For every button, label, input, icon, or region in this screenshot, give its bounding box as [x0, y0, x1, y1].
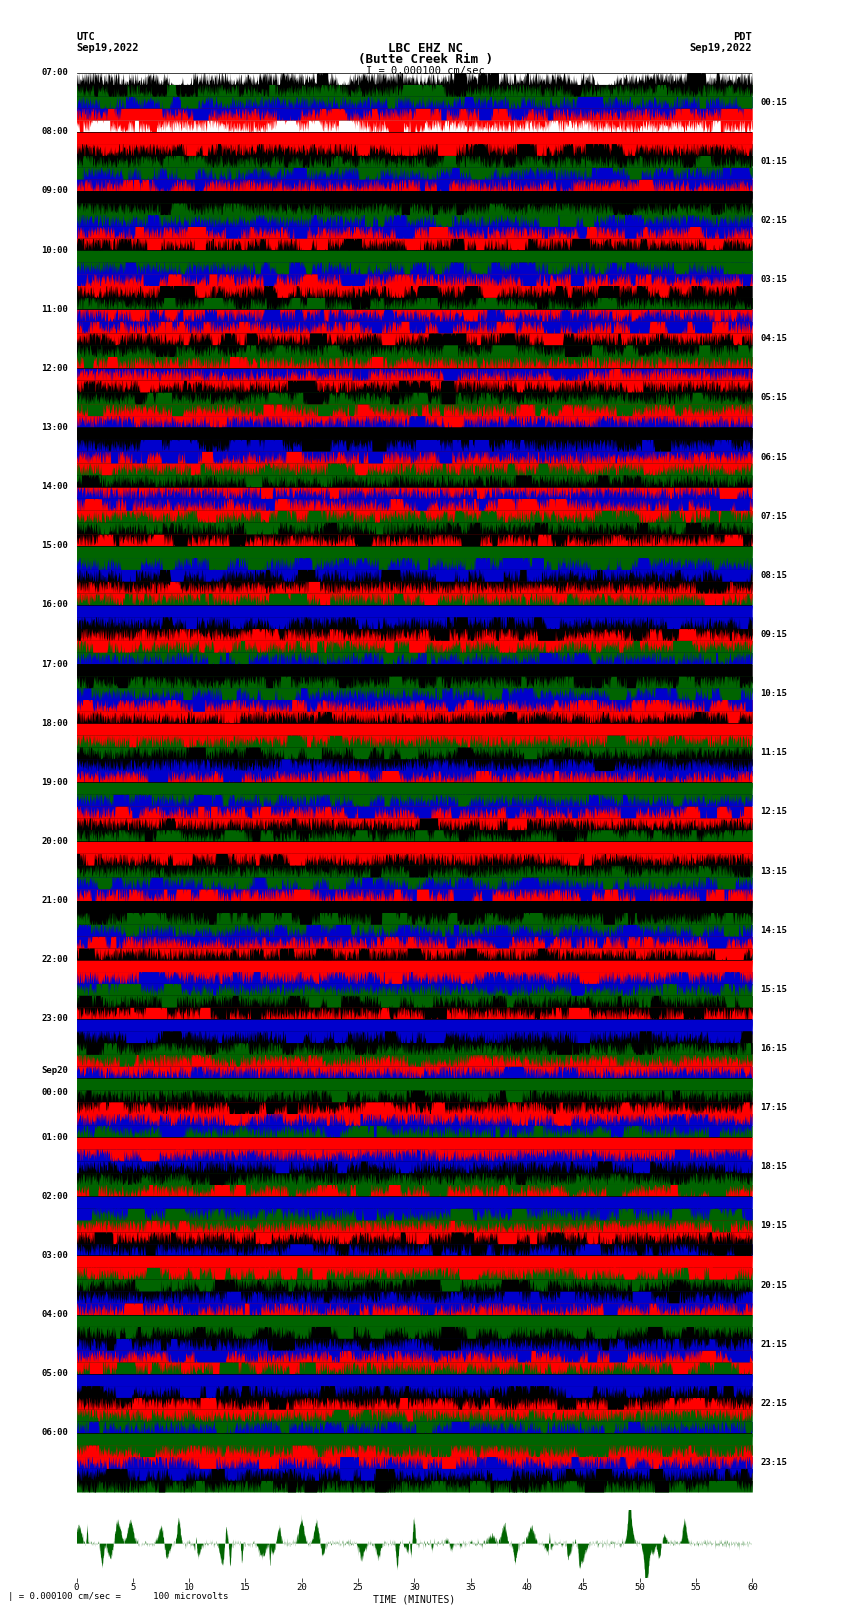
Text: Sep19,2022: Sep19,2022 — [689, 44, 752, 53]
Text: 22:15: 22:15 — [761, 1398, 787, 1408]
Text: 08:00: 08:00 — [42, 127, 68, 135]
Text: 17:15: 17:15 — [761, 1103, 787, 1111]
Text: 23:15: 23:15 — [761, 1458, 787, 1466]
Text: Sep20: Sep20 — [42, 1066, 68, 1076]
Text: 05:15: 05:15 — [761, 394, 787, 402]
Text: 00:00: 00:00 — [42, 1089, 68, 1097]
Text: 21:00: 21:00 — [42, 897, 68, 905]
Text: 11:00: 11:00 — [42, 305, 68, 313]
Text: 00:15: 00:15 — [761, 98, 787, 106]
Text: 06:15: 06:15 — [761, 453, 787, 461]
Text: 09:00: 09:00 — [42, 187, 68, 195]
Text: Sep19,2022: Sep19,2022 — [76, 44, 139, 53]
Text: 23:00: 23:00 — [42, 1015, 68, 1023]
Text: I = 0.000100 cm/sec: I = 0.000100 cm/sec — [366, 66, 484, 76]
Text: 13:00: 13:00 — [42, 423, 68, 432]
Text: 20:15: 20:15 — [761, 1281, 787, 1289]
Text: (Butte Creek Rim ): (Butte Creek Rim ) — [358, 53, 492, 66]
Text: 21:15: 21:15 — [761, 1340, 787, 1348]
Text: 06:00: 06:00 — [42, 1429, 68, 1437]
Text: UTC: UTC — [76, 32, 95, 42]
Text: 02:15: 02:15 — [761, 216, 787, 224]
Text: 02:00: 02:00 — [42, 1192, 68, 1200]
Text: 14:15: 14:15 — [761, 926, 787, 934]
Text: 17:00: 17:00 — [42, 660, 68, 668]
Text: 07:00: 07:00 — [42, 68, 68, 77]
Text: 15:00: 15:00 — [42, 542, 68, 550]
X-axis label: TIME (MINUTES): TIME (MINUTES) — [373, 1595, 456, 1605]
Text: 18:00: 18:00 — [42, 719, 68, 727]
Text: 01:15: 01:15 — [761, 156, 787, 166]
Text: 10:15: 10:15 — [761, 689, 787, 698]
Text: 07:15: 07:15 — [761, 511, 787, 521]
Text: 03:00: 03:00 — [42, 1252, 68, 1260]
Text: 18:15: 18:15 — [761, 1163, 787, 1171]
Text: 19:15: 19:15 — [761, 1221, 787, 1231]
Text: 10:00: 10:00 — [42, 245, 68, 255]
Text: 12:00: 12:00 — [42, 365, 68, 373]
Text: 22:00: 22:00 — [42, 955, 68, 965]
Text: 05:00: 05:00 — [42, 1369, 68, 1378]
Text: 08:15: 08:15 — [761, 571, 787, 579]
Text: 13:15: 13:15 — [761, 866, 787, 876]
Text: PDT: PDT — [734, 32, 752, 42]
Text: 03:15: 03:15 — [761, 276, 787, 284]
Text: | = 0.000100 cm/sec =      100 microvolts: | = 0.000100 cm/sec = 100 microvolts — [8, 1592, 229, 1602]
Text: 19:00: 19:00 — [42, 777, 68, 787]
Text: LBC EHZ NC: LBC EHZ NC — [388, 42, 462, 55]
Text: 11:15: 11:15 — [761, 748, 787, 756]
Text: 12:15: 12:15 — [761, 808, 787, 816]
Text: 20:00: 20:00 — [42, 837, 68, 845]
Text: 16:15: 16:15 — [761, 1044, 787, 1053]
Text: 09:15: 09:15 — [761, 631, 787, 639]
Text: 14:00: 14:00 — [42, 482, 68, 490]
Text: 15:15: 15:15 — [761, 986, 787, 994]
Text: 04:15: 04:15 — [761, 334, 787, 344]
Text: 04:00: 04:00 — [42, 1310, 68, 1319]
Text: 16:00: 16:00 — [42, 600, 68, 610]
Text: 01:00: 01:00 — [42, 1132, 68, 1142]
